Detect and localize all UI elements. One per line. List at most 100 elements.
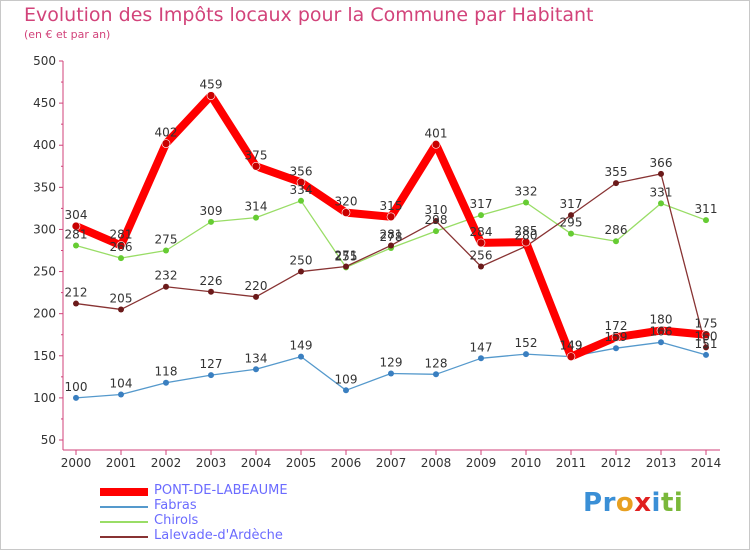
data-label: 149 (560, 339, 583, 353)
data-label: 281 (380, 227, 403, 241)
data-label: 284 (470, 225, 493, 239)
data-label: 250 (290, 254, 313, 268)
legend-swatch (100, 506, 148, 508)
y-tick-label: 100 (33, 391, 56, 405)
data-point (71, 221, 81, 231)
data-label: 118 (155, 365, 178, 379)
legend-label: Chirols (154, 513, 199, 528)
logo-letter: x (634, 488, 652, 518)
logo-letter: i (673, 488, 684, 518)
data-point (433, 371, 439, 378)
data-label: 317 (470, 197, 493, 211)
data-label: 298 (425, 213, 448, 227)
data-point (388, 370, 394, 377)
data-point (73, 242, 79, 249)
data-label: 281 (110, 227, 133, 241)
data-label: 331 (650, 185, 673, 199)
data-point (478, 263, 484, 270)
chart-title: Evolution des Impôts locaux pour la Comm… (24, 4, 594, 26)
legend-label: PONT-DE-LABEAUME (154, 483, 288, 498)
data-point (343, 263, 349, 270)
data-point (703, 344, 709, 351)
data-point (73, 300, 79, 307)
data-point (161, 139, 171, 148)
data-point (566, 352, 576, 361)
data-point (656, 326, 666, 335)
x-tick-label: 2012 (601, 456, 632, 470)
data-point (476, 238, 486, 248)
data-label: 375 (245, 148, 268, 162)
data-point (341, 208, 351, 217)
data-label: 151 (695, 337, 718, 351)
data-point (613, 180, 619, 187)
data-label: 271 (335, 249, 358, 263)
data-point (431, 140, 441, 149)
data-label: 127 (200, 357, 223, 371)
y-tick-label: 400 (33, 138, 56, 152)
chart-subtitle: (en € et par an) (24, 28, 111, 41)
data-point (253, 293, 259, 300)
data-point (433, 228, 439, 235)
data-point (208, 288, 214, 295)
data-point (703, 217, 709, 224)
x-tick-label: 2014 (691, 456, 722, 470)
y-tick-label: 500 (33, 54, 56, 68)
logo-letter: i (651, 488, 661, 518)
data-label: 286 (605, 223, 628, 237)
data-label: 172 (605, 319, 628, 333)
data-label: 166 (650, 324, 673, 338)
data-point (703, 351, 709, 358)
x-tick-label: 2010 (511, 456, 542, 470)
data-label: 356 (290, 164, 313, 178)
data-point (568, 212, 574, 219)
data-point (163, 247, 169, 254)
data-label: 255 (335, 249, 358, 263)
data-point (433, 218, 439, 225)
data-label: 332 (515, 184, 538, 198)
proxiti-logo: Proxiti (583, 488, 683, 518)
data-label: 355 (605, 165, 628, 179)
data-label: 100 (65, 380, 88, 394)
data-label: 149 (290, 339, 313, 353)
data-label: 159 (605, 330, 628, 344)
data-point (118, 255, 124, 262)
y-tick-label: 350 (33, 180, 56, 194)
x-tick-label: 2004 (241, 456, 272, 470)
x-tick-label: 2001 (106, 456, 137, 470)
data-point (343, 387, 349, 394)
y-tick-label: 150 (33, 349, 56, 363)
data-point (658, 200, 664, 207)
data-point (298, 353, 304, 360)
data-point (611, 332, 621, 342)
data-label: 295 (560, 216, 583, 230)
data-point (253, 366, 259, 373)
data-point (208, 372, 214, 379)
data-label: 285 (515, 224, 538, 238)
data-point (388, 242, 394, 249)
logo-letter: t (660, 488, 674, 518)
data-label: 175 (695, 317, 718, 331)
data-point (521, 237, 531, 247)
data-label: 275 (155, 233, 178, 247)
data-point (296, 177, 306, 187)
data-label: 104 (110, 377, 133, 391)
data-label: 310 (425, 203, 448, 217)
data-label: 220 (245, 279, 268, 293)
legend-label: Fabras (154, 498, 197, 513)
x-tick-label: 2003 (196, 456, 227, 470)
x-tick-label: 2000 (61, 456, 92, 470)
data-label: 280 (515, 228, 538, 242)
data-label: 109 (335, 372, 358, 386)
data-point (298, 268, 304, 275)
x-tick-label: 2006 (331, 456, 362, 470)
data-point (478, 355, 484, 362)
x-tick-label: 2013 (646, 456, 677, 470)
legend-swatch (100, 536, 148, 538)
data-point (613, 238, 619, 245)
data-label: 304 (65, 208, 88, 222)
data-point (73, 394, 79, 401)
x-tick-label: 2002 (151, 456, 182, 470)
data-label: 128 (425, 356, 448, 370)
data-label: 459 (200, 78, 223, 92)
